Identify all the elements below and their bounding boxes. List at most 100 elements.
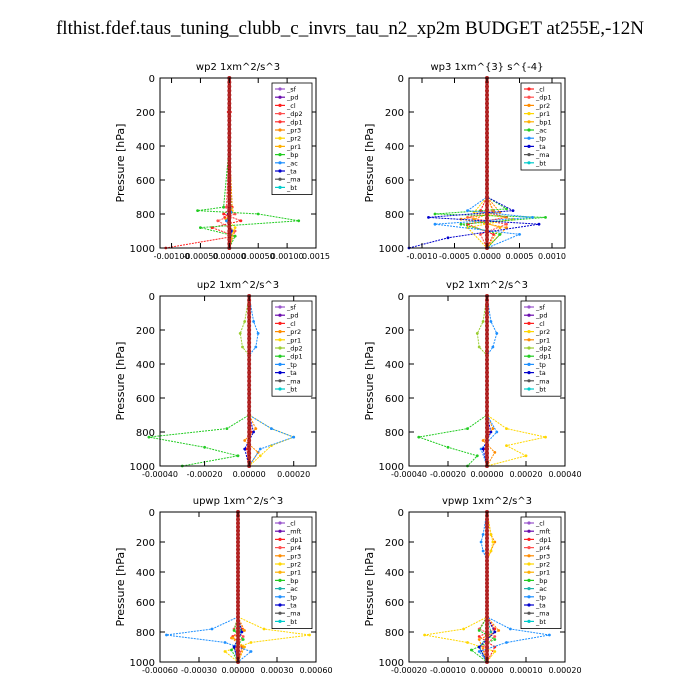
legend-marker [278,313,282,317]
zero-profile-marker [247,391,252,396]
x-tick-label: 0.00000 [221,666,254,675]
zero-profile-marker [485,648,489,653]
data-point [238,332,242,335]
legend-label: _dp1 [535,536,552,544]
legend-marker [527,354,531,358]
zero-profile-marker [485,379,489,383]
legend-label: _ma [535,377,550,385]
data-point [231,636,235,640]
data-point [537,222,541,226]
plot-frame [159,295,317,467]
zero-profile-marker [485,566,489,571]
zero-profile-marker [485,161,489,165]
legend-marker [527,619,531,624]
zero-profile-marker [485,349,489,354]
zero-profile-marker [485,105,489,110]
y-tick-label: 200 [136,326,155,337]
legend-marker [527,144,531,148]
x-tick-label: -0.0005 [439,252,470,261]
legend-marker [527,537,531,542]
zero-profile-marker [227,110,232,114]
legend-label: _ta [286,168,297,176]
zero-profile-marker [227,207,232,212]
legend-label: _ac [286,585,298,593]
zero-profile-marker [485,323,489,328]
legend-label: _dp1 [535,353,552,361]
y-tick-label: 200 [385,326,404,337]
zero-profile-marker [227,173,232,178]
zero-profile-marker [236,637,240,642]
zero-profile-marker [485,302,489,307]
zero-profile-marker [247,340,252,345]
legend-marker [527,595,531,599]
legend-label: _bp [286,151,299,159]
zero-profile-marker [236,641,240,646]
data-point [479,540,483,544]
zero-profile-marker [247,421,252,426]
data-point [233,234,237,238]
y-tick-label: 600 [136,598,155,609]
zero-profile-marker [485,315,489,320]
x-tick-label: -0.00100 [154,252,190,261]
legend-marker [278,321,282,325]
legend-label: _cl [535,86,545,94]
y-tick-label: 200 [136,538,155,549]
data-point [479,447,483,451]
data-point [254,345,258,349]
legend-label: _ma [286,176,301,184]
legend-marker [278,554,282,558]
zero-profile-marker [485,212,489,216]
legend-label: _pr4 [535,544,550,552]
y-tick-label: 600 [385,598,404,609]
x-tick-label: 0.00050 [242,252,275,261]
legend-label: _pr3 [286,127,301,135]
data-point [489,549,493,553]
data-point [308,633,311,637]
legend-marker [278,169,282,173]
zero-profile-marker [247,434,252,439]
zero-profile-marker [485,434,489,439]
x-tick-label: 0.00000 [213,252,246,261]
zero-profile-marker [247,383,252,388]
legend-label: _ta [535,143,546,151]
data-point [223,650,227,653]
zero-profile-marker [247,302,252,307]
zero-profile-marker [485,633,489,638]
legend-label: _sf [286,304,297,312]
legend-label: _ac [286,159,298,167]
legend-label: _bt [286,618,297,626]
zero-profile-marker [236,615,240,619]
y-tick-label: 1000 [130,244,155,255]
legend-label: _bt [286,184,297,192]
y-tick-label: 600 [136,176,155,187]
legend-label: _ta [535,602,546,610]
series-line-pr2 [243,296,259,467]
zero-profile-marker [485,127,489,131]
zero-profile-marker [227,118,232,123]
data-point [481,549,485,553]
zero-profile-marker [485,229,489,233]
data-point [427,216,430,219]
legend-label: _pr2 [535,561,550,569]
zero-profile-marker [247,400,252,405]
data-point [241,635,245,638]
x-tick-label: -0.00060 [142,666,178,675]
data-point [477,345,481,349]
zero-profile-marker [236,570,240,574]
chart-panel-1: wp2 1xm^2/s^3 Pressure [hPa] 0 200 400 600 800… [114,62,330,261]
data-point [446,445,450,449]
data-point [222,205,226,209]
legend-marker [278,587,282,591]
legend-marker [278,120,282,124]
data-point [243,320,247,323]
zero-profile-marker [227,237,232,242]
legend-marker [527,120,531,124]
legend-label: _pr2 [286,135,301,143]
x-tick-label: 0.0000 [473,252,501,261]
chart-title: upwp 1xm^2/s^3 [193,496,283,507]
chart-title: vpwp 1xm^2/s^3 [442,496,532,507]
legend-label: _mft [535,528,551,536]
zero-profile-marker [227,148,232,153]
legend-label: _ta [286,369,297,377]
zero-profile-marker [485,178,489,182]
